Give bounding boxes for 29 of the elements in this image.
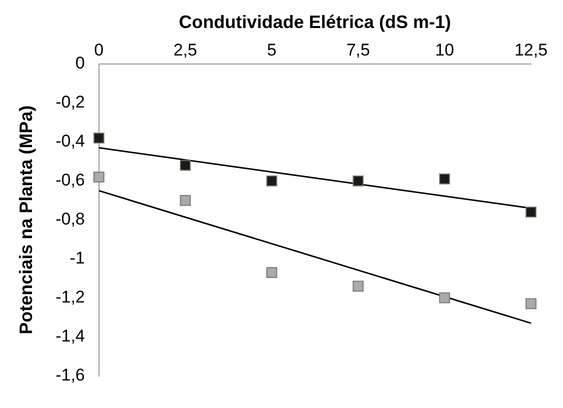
y-tick-label: -1,2 bbox=[56, 288, 85, 307]
point bbox=[180, 194, 191, 206]
y-tick-label: -0,8 bbox=[56, 210, 85, 229]
x-tick-label: 10 bbox=[435, 40, 454, 60]
point bbox=[526, 206, 536, 218]
y-tick-label: -0,6 bbox=[56, 170, 85, 190]
point bbox=[439, 292, 450, 304]
point bbox=[266, 267, 278, 278]
point bbox=[93, 132, 104, 144]
y-axis-title: Potenciais na Planta (MPa) bbox=[16, 105, 36, 334]
x-axis-title: Condutividade Elétrica (dS m-1) bbox=[178, 12, 451, 32]
point bbox=[439, 174, 450, 184]
x-tick-label: 2,5 bbox=[173, 40, 198, 60]
point bbox=[266, 175, 278, 186]
x-tick-label: 7,5 bbox=[346, 40, 370, 60]
y-tick-label: 0 bbox=[75, 54, 85, 73]
y-tick-label: -1,6 bbox=[56, 365, 85, 384]
y-tick-label: -1,4 bbox=[56, 326, 85, 346]
point bbox=[93, 172, 104, 182]
y-tick-label: -1 bbox=[70, 248, 85, 268]
x-tick-label: 12,5 bbox=[514, 40, 548, 60]
y-tick-label: -0,2 bbox=[56, 92, 85, 112]
x-tick-label: 5 bbox=[267, 40, 276, 60]
point bbox=[352, 280, 364, 292]
y-tick-label: -0,4 bbox=[56, 132, 85, 151]
x-tick-label: 0 bbox=[94, 40, 104, 60]
point bbox=[352, 175, 364, 186]
point bbox=[526, 298, 536, 310]
point bbox=[180, 160, 191, 171]
